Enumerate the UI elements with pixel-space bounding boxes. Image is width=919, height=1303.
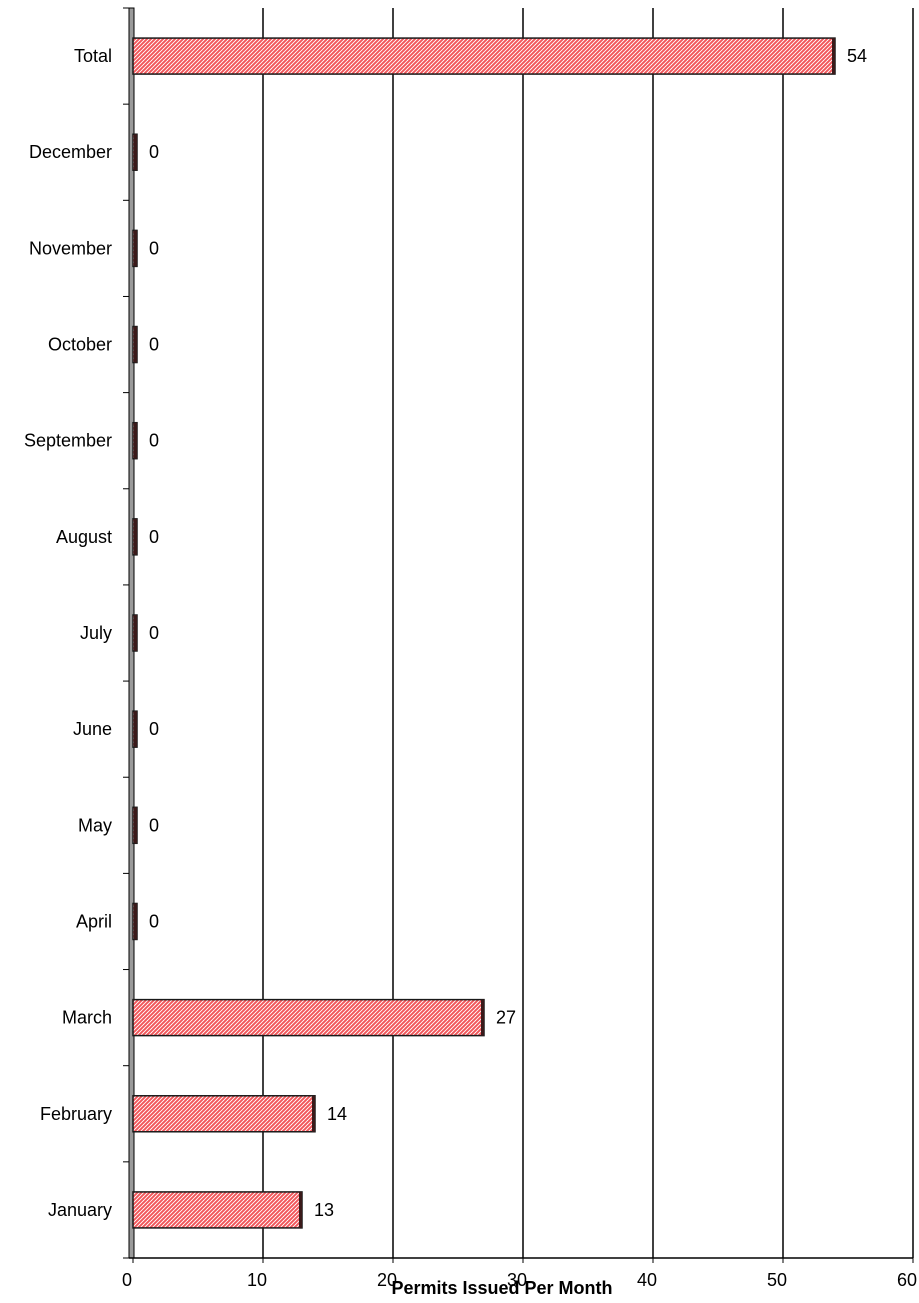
bar-edge-january xyxy=(299,1191,302,1228)
x-tick-label-40: 40 xyxy=(637,1270,657,1290)
bar-edge-december xyxy=(134,134,137,171)
x-tick-label-10: 10 xyxy=(247,1270,267,1290)
value-label-february: 14 xyxy=(327,1104,347,1124)
bar-edge-total xyxy=(832,38,835,75)
bar-edge-july xyxy=(134,615,137,651)
bar-edge-april xyxy=(134,903,137,940)
value-label-total: 54 xyxy=(847,46,867,66)
value-label-august: 0 xyxy=(149,527,159,547)
value-label-january: 13 xyxy=(314,1200,334,1220)
bar-edge-may xyxy=(134,807,137,844)
value-label-october: 0 xyxy=(149,335,159,355)
category-label-october: October xyxy=(48,335,112,355)
category-label-june: June xyxy=(73,719,112,739)
value-label-march: 27 xyxy=(496,1008,516,1028)
x-tick-label-20: 20 xyxy=(377,1270,397,1290)
axes: 0 10 20 30 40 50 60 xyxy=(122,7,917,1290)
value-label-september: 0 xyxy=(149,431,159,451)
category-label-total: Total xyxy=(74,46,112,66)
x-axis-title: Permits Issued Per Month xyxy=(391,1278,612,1298)
bar-february xyxy=(132,1095,316,1133)
bar-edge-march xyxy=(481,999,484,1036)
x-tick-label-30: 30 xyxy=(507,1270,527,1290)
bar-january xyxy=(132,1191,303,1229)
bar-edge-september xyxy=(134,422,137,459)
bar-edge-august xyxy=(134,518,137,555)
bar-total xyxy=(132,37,836,75)
value-label-june: 0 xyxy=(149,719,159,739)
x-tick-label-50: 50 xyxy=(767,1270,787,1290)
category-label-august: August xyxy=(56,527,112,547)
x-tick-label-0: 0 xyxy=(122,1270,132,1290)
bars xyxy=(132,37,836,1229)
category-label-september: September xyxy=(24,431,112,451)
category-label-may: May xyxy=(78,815,112,835)
value-label-july: 0 xyxy=(149,623,159,643)
value-label-may: 0 xyxy=(149,815,159,835)
bar-edge-october xyxy=(134,326,137,363)
value-label-december: 0 xyxy=(149,142,159,162)
category-label-march: March xyxy=(62,1008,112,1028)
category-label-november: November xyxy=(29,238,112,258)
value-label-november: 0 xyxy=(149,238,159,258)
category-label-july: July xyxy=(80,623,112,643)
category-label-february: February xyxy=(40,1104,112,1124)
x-tick-label-60: 60 xyxy=(897,1270,917,1290)
category-label-april: April xyxy=(76,911,112,931)
bar-edge-february xyxy=(312,1095,315,1132)
value-label-bg-march xyxy=(492,1003,522,1032)
category-label-january: January xyxy=(48,1200,112,1220)
category-label-december: December xyxy=(29,142,112,162)
labels: Total 54 December 0 November 0 October 0 Septemb… xyxy=(24,42,873,1220)
bar-march xyxy=(132,998,485,1037)
bar-edge-june xyxy=(134,711,137,748)
value-label-bg-total xyxy=(843,42,873,71)
gridlines xyxy=(262,8,914,1258)
value-label-april: 0 xyxy=(149,911,159,931)
bar-edge-november xyxy=(134,230,137,267)
